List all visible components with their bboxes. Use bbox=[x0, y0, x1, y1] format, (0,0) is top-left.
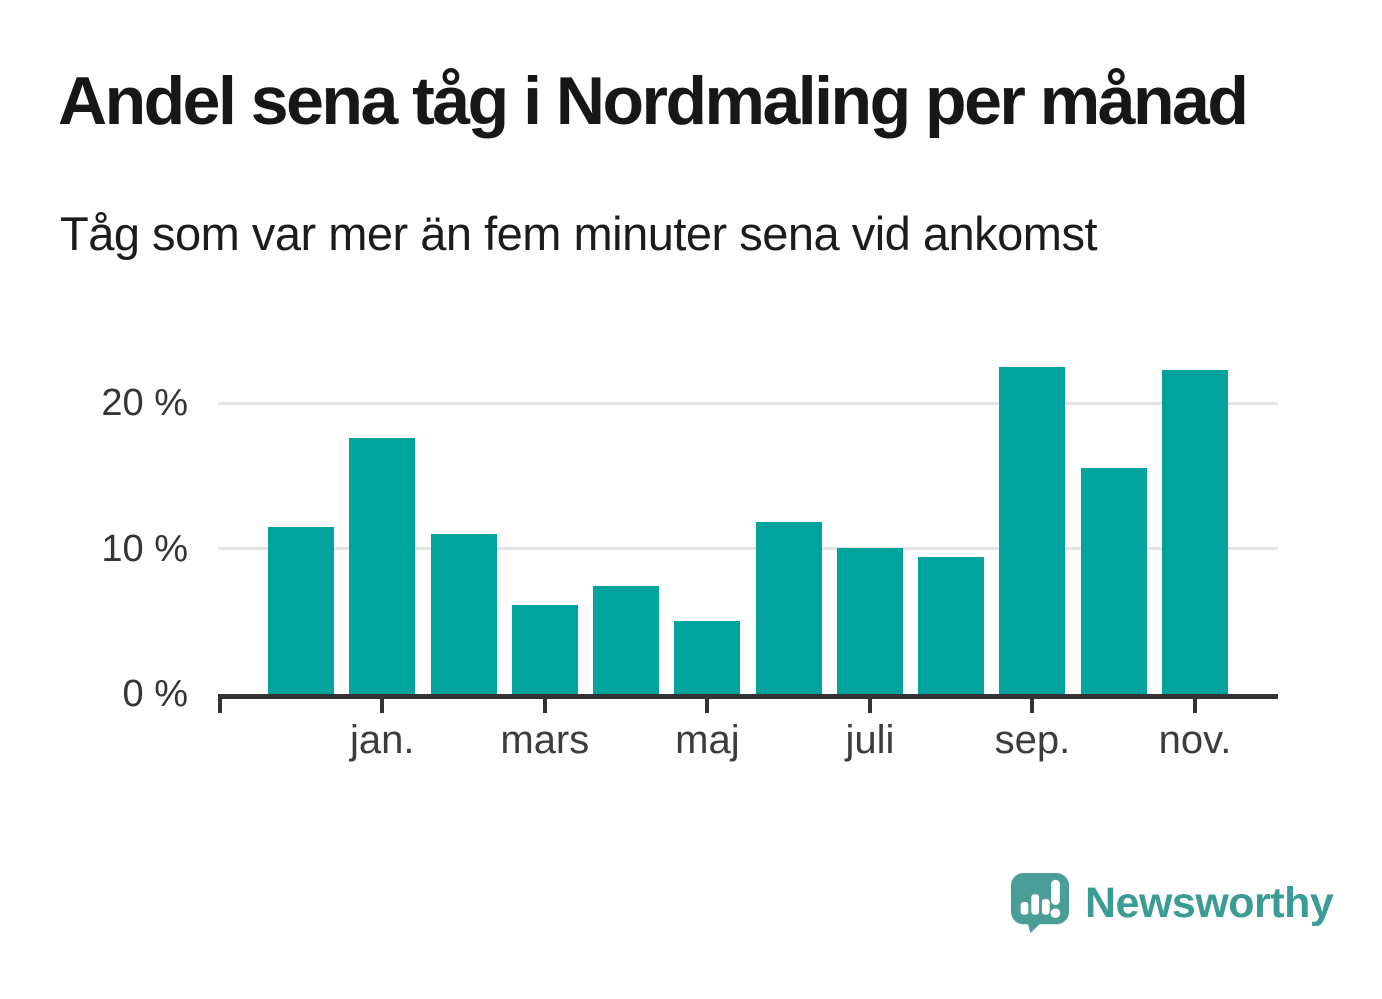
bar-okt bbox=[1080, 468, 1147, 694]
bar-feb bbox=[430, 534, 497, 694]
gridline-20-percent bbox=[218, 401, 1278, 405]
chart-subtitle: Tåg som var mer än fem minuter sena vid … bbox=[60, 207, 1098, 260]
bar-sep bbox=[999, 367, 1066, 694]
x-tick-juli bbox=[867, 694, 872, 713]
y-tick-label-10-percent: 10 % bbox=[101, 527, 188, 570]
bar-apr bbox=[593, 586, 660, 694]
y-axis: 0 % 10 % 20 % bbox=[0, 314, 188, 715]
x-tick-nov bbox=[1193, 694, 1197, 713]
bar-dec bbox=[268, 527, 334, 694]
plot-area: jan. mars maj juli sep. nov. bbox=[218, 314, 1278, 762]
bar-maj bbox=[674, 621, 741, 694]
x-tick-maj bbox=[705, 694, 710, 713]
y-tick-label-0-percent: 0 % bbox=[122, 673, 188, 715]
x-tick-label-juli: juli bbox=[845, 718, 895, 762]
bar-jan bbox=[349, 438, 416, 694]
x-axis-start-tick bbox=[218, 694, 222, 713]
x-tick-label-jan: jan. bbox=[350, 718, 415, 762]
x-tick-mars bbox=[542, 694, 547, 713]
bar-aug bbox=[918, 557, 985, 694]
newsworthy-branding: Newsworthy bbox=[1010, 872, 1334, 934]
bar-juli bbox=[836, 548, 903, 694]
bar-nov bbox=[1162, 370, 1228, 694]
gridline-10-percent bbox=[218, 547, 1278, 550]
bar-mars bbox=[511, 605, 578, 694]
newsworthy-logo-icon bbox=[1010, 873, 1070, 933]
x-tick-label-mars: mars bbox=[500, 718, 590, 762]
x-tick-label-nov: nov. bbox=[1158, 718, 1232, 762]
newsworthy-logo-text: Newsworthy bbox=[1085, 878, 1334, 927]
chart-title: Andel sena tåg i Nordmaling per månad bbox=[58, 63, 1249, 139]
y-tick-label-20-percent: 20 % bbox=[101, 382, 188, 424]
x-tick-label-sep: sep. bbox=[994, 718, 1071, 762]
x-tick-jan bbox=[380, 694, 385, 713]
x-tick-sep bbox=[1030, 694, 1035, 713]
bar-juni bbox=[755, 522, 822, 694]
x-tick-label-maj: maj bbox=[675, 718, 740, 762]
